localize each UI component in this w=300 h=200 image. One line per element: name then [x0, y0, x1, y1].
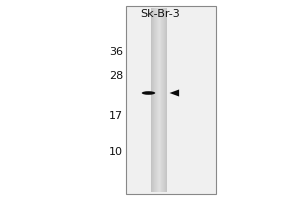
- Bar: [162, 8, 163, 192]
- Bar: [156, 8, 157, 192]
- Text: 17: 17: [109, 111, 123, 121]
- Bar: [154, 8, 155, 192]
- Ellipse shape: [142, 91, 155, 95]
- Text: 36: 36: [109, 47, 123, 57]
- Bar: [164, 8, 165, 192]
- Bar: [153, 8, 154, 192]
- Bar: [158, 8, 159, 192]
- Bar: [160, 8, 161, 192]
- Text: Sk-Br-3: Sk-Br-3: [141, 9, 180, 19]
- Bar: [163, 8, 164, 192]
- Bar: [154, 8, 155, 192]
- Bar: [151, 8, 152, 192]
- Polygon shape: [169, 89, 179, 97]
- Bar: [155, 8, 156, 192]
- Text: 28: 28: [109, 71, 123, 81]
- Bar: [159, 8, 160, 192]
- Bar: [165, 8, 166, 192]
- Bar: [126, 6, 216, 194]
- Bar: [161, 8, 162, 192]
- Bar: [152, 8, 153, 192]
- Bar: [157, 8, 158, 192]
- Text: 10: 10: [109, 147, 123, 157]
